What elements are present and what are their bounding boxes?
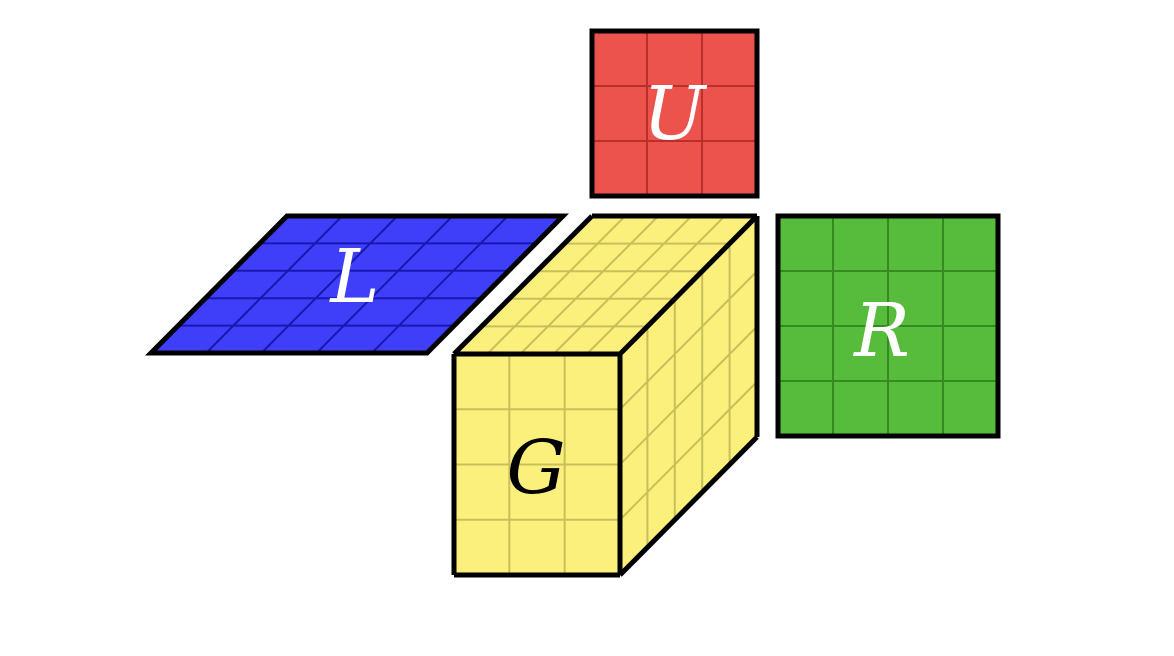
outline-edge bbox=[618, 214, 759, 356]
u-label: U bbox=[643, 71, 708, 157]
grid-line bbox=[486, 215, 626, 355]
g-label: G bbox=[506, 425, 565, 511]
r-grid bbox=[778, 216, 998, 436]
r-label: R bbox=[852, 288, 910, 374]
r-outline bbox=[775, 213, 1001, 439]
u-face bbox=[592, 31, 757, 196]
u-grid bbox=[592, 31, 757, 196]
l-block: L bbox=[144, 213, 570, 356]
outline-edge bbox=[618, 435, 759, 577]
grid-line bbox=[519, 215, 660, 355]
l-outline bbox=[144, 213, 570, 356]
grid-line bbox=[552, 215, 693, 355]
g-top-face bbox=[454, 216, 757, 354]
grid-line bbox=[205, 215, 343, 354]
grid-line bbox=[586, 215, 726, 355]
grid-line bbox=[619, 381, 758, 521]
outline-edge bbox=[452, 214, 594, 356]
l-grid bbox=[178, 215, 536, 354]
g-block: G bbox=[451, 213, 760, 578]
grid-line bbox=[260, 215, 399, 354]
r-block: R bbox=[775, 213, 1001, 439]
g-outline bbox=[451, 213, 760, 578]
u-block: U bbox=[589, 28, 760, 199]
grid-line bbox=[371, 215, 509, 354]
grid-line bbox=[619, 270, 758, 410]
grid-line bbox=[619, 325, 758, 466]
l-label: L bbox=[328, 234, 379, 320]
u-outline bbox=[589, 28, 760, 199]
grid-line bbox=[315, 215, 454, 354]
g-grid bbox=[454, 215, 758, 575]
